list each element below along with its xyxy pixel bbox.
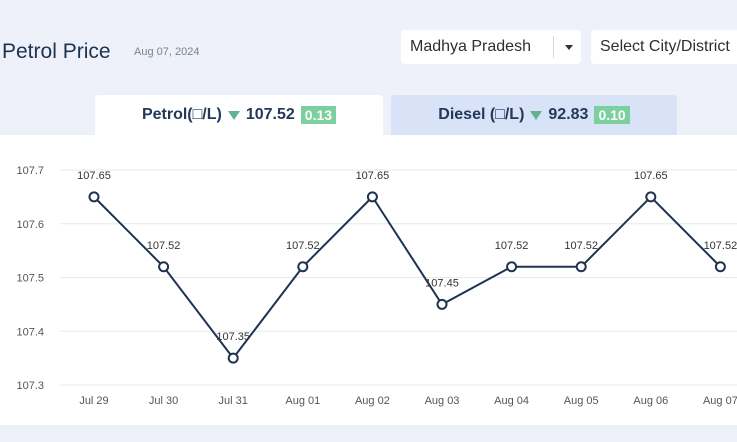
price-line-chart: 107.3 107.4 107.5 107.6 107.7 Jul 29 Jul 30 Jul…	[16, 165, 737, 407]
tab-diesel-change-badge: 0.10	[594, 106, 630, 124]
x-tick-label: Jul 30	[149, 395, 178, 407]
state-select-value: Madhya Pradesh	[410, 38, 531, 55]
x-tick-label: Aug 05	[564, 395, 599, 407]
x-tick-label: Aug 01	[285, 395, 320, 407]
chevron-down-icon[interactable]	[565, 45, 573, 50]
data-label: 107.52	[704, 240, 737, 252]
data-point[interactable]	[645, 191, 657, 203]
x-tick-label: Aug 02	[355, 395, 390, 407]
tab-petrol-label: Petrol(□/L)	[141, 106, 222, 123]
x-tick-label: Aug 06	[633, 395, 668, 407]
data-label: 107.52	[147, 240, 181, 252]
tab-petrol-change-badge: 0.13	[300, 106, 337, 124]
data-label: 107.65	[634, 170, 668, 182]
y-tick-label: 107.7	[16, 165, 44, 177]
x-tick-label: Jul 29	[79, 395, 108, 407]
x-tick-label: Jul 31	[219, 395, 248, 407]
price-date: Aug 07, 2024	[134, 46, 200, 58]
data-label: 107.52	[495, 240, 529, 252]
x-tick-label: Aug 07	[703, 395, 737, 407]
page-header: Petrol Price Aug 07, 2024 Madhya Pradesh…	[0, 0, 737, 95]
x-tick-label: Aug 03	[425, 395, 460, 407]
tab-diesel[interactable]: Diesel (□/L) 92.83 0.10	[391, 95, 677, 135]
tab-diesel-price: 92.83	[548, 106, 589, 123]
data-label: 107.52	[564, 240, 598, 252]
data-label: 107.35	[216, 331, 250, 343]
y-tick-label: 107.3	[16, 380, 44, 392]
data-point[interactable]	[366, 191, 378, 203]
y-tick-label: 107.5	[16, 273, 44, 285]
state-select[interactable]: Madhya Pradesh	[401, 30, 581, 64]
select-divider	[553, 36, 554, 58]
data-point[interactable]	[158, 261, 170, 273]
city-select-value: Select City/District	[600, 38, 730, 55]
data-point[interactable]	[714, 261, 726, 273]
y-tick-label: 107.4	[16, 326, 44, 338]
series-line	[93, 195, 722, 360]
data-label: 107.65	[356, 170, 390, 182]
tab-petrol[interactable]: Petrol(□/L) 107.52 0.13	[95, 95, 383, 135]
tab-diesel-label: Diesel (□/L)	[438, 106, 525, 123]
x-tick-label: Aug 04	[494, 395, 529, 407]
city-select[interactable]: Select City/District	[591, 30, 737, 64]
data-point[interactable]	[506, 261, 518, 273]
tab-petrol-price: 107.52	[245, 106, 295, 123]
data-point[interactable]	[436, 298, 448, 310]
y-tick-label: 107.6	[16, 219, 44, 231]
page-title: Petrol Price	[2, 40, 111, 63]
price-down-icon	[530, 110, 543, 120]
price-down-icon	[227, 110, 240, 120]
data-point[interactable]	[297, 261, 309, 273]
data-label: 107.65	[77, 170, 111, 182]
data-label: 107.45	[425, 277, 459, 289]
data-point[interactable]	[88, 191, 100, 203]
data-point[interactable]	[575, 261, 587, 273]
data-point[interactable]	[227, 352, 239, 364]
chart-panel: 107.3 107.4 107.5 107.6 107.7 Jul 29 Jul 30 Jul…	[0, 135, 737, 425]
data-label: 107.52	[286, 240, 320, 252]
